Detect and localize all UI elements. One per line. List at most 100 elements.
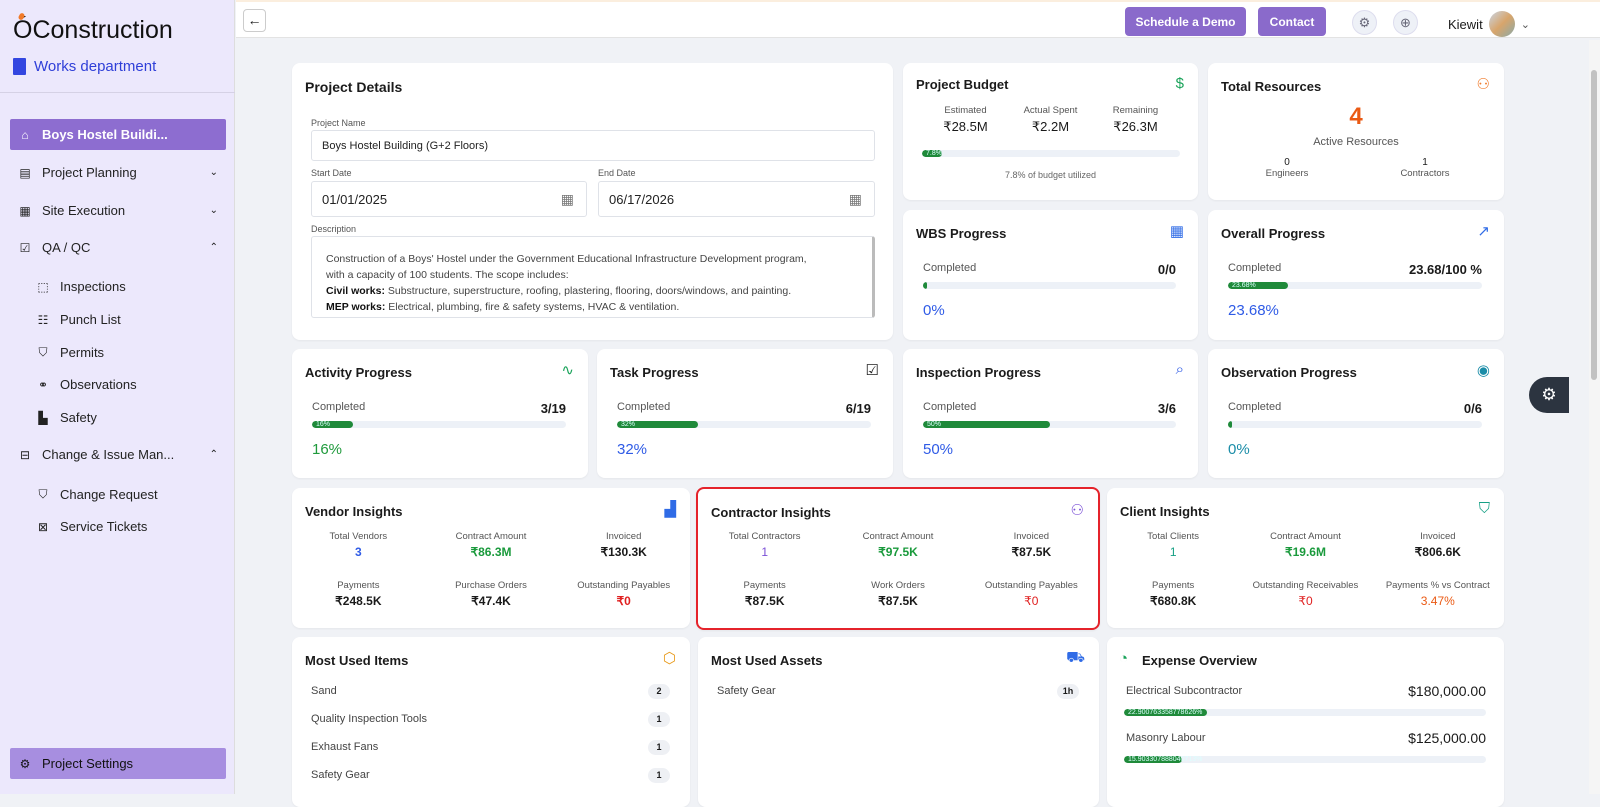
label: Payments [743, 580, 786, 591]
expense-name: Electrical Subcontractor [1126, 685, 1243, 697]
count-badge: 1h [1057, 684, 1079, 699]
completed-label: Completed [923, 262, 977, 274]
label: Remaining [1112, 105, 1159, 116]
bar-fill: 22.900763358778626% [1124, 709, 1207, 716]
value: ₹130.3K [600, 545, 647, 559]
completed-ratio: 0/6 [1463, 401, 1482, 416]
value: 1 [1422, 157, 1428, 168]
end-date-input[interactable]: 06/17/2026 ▦ [598, 181, 875, 217]
budget-note: 7.8% of budget utilized [1004, 170, 1097, 180]
value: 3.47% [1420, 594, 1455, 608]
binoculars-icon: ⚭ [37, 377, 49, 392]
bar-fill: 16% [312, 421, 353, 428]
card-title: Activity Progress [305, 365, 412, 380]
label: Outstanding Receivables [1252, 580, 1359, 591]
label: Work Orders [871, 580, 925, 591]
label: Site Execution [42, 203, 126, 218]
bar-fill [923, 282, 927, 289]
sidebar-item-change-request[interactable]: ⛉ Change Request [10, 479, 226, 510]
eye-icon: ◉ [1476, 362, 1490, 379]
pie-chart-icon: ◔ [1119, 650, 1129, 667]
sidebar-item-service-tickets[interactable]: ⊠ Service Tickets [10, 511, 226, 542]
calendar-icon[interactable]: ▦ [560, 191, 574, 207]
settings-fab-button[interactable]: ⚙ [1529, 377, 1569, 413]
sidebar-item-site-execution[interactable]: ▦ Site Execution ⌄ [10, 195, 226, 226]
completed-ratio: 0/0 [1157, 262, 1176, 277]
sidebar-item-change-issue[interactable]: ⊟ Change & Issue Man... ⌃ [10, 439, 226, 470]
label: Permits [60, 345, 105, 360]
sidebar-item-permits[interactable]: ⛉ Permits [10, 337, 226, 368]
sidebar-item-project-planning[interactable]: ▤ Project Planning ⌄ [10, 157, 226, 188]
inspection-progress-card: Inspection Progress ⌕ Completed 3/6 50% … [903, 349, 1198, 478]
completed-label: Completed [923, 401, 977, 413]
globe-icon[interactable]: ⊕ [1393, 10, 1418, 35]
sidebar-item-observations[interactable]: ⚭ Observations [10, 369, 226, 400]
label: Project Name [311, 118, 366, 128]
divider [0, 92, 235, 93]
value: ₹87.5K [1011, 545, 1052, 559]
value: 3 [354, 545, 362, 559]
sidebar-item-inspections[interactable]: ⬚ Inspections [10, 271, 226, 302]
label: Description [311, 224, 357, 234]
schedule-demo-button[interactable]: Schedule a Demo [1125, 7, 1246, 36]
task-progress-card: Task Progress ☑ Completed 6/19 32% 32% [597, 349, 893, 478]
shield-check-icon: ⛉ [38, 487, 48, 501]
label: Invoiced [1013, 531, 1050, 542]
expense-name: Masonry Labour [1126, 732, 1206, 744]
bar-fill [1228, 421, 1232, 428]
building-icon [13, 58, 26, 75]
progress-bar: 16% [312, 421, 566, 428]
building-icon: ▦ [19, 203, 31, 218]
card-title: Most Used Assets [711, 653, 823, 668]
truck-icon: ⛟ [1066, 649, 1085, 666]
value: 0 [1284, 157, 1290, 168]
value: ₹28.5M [943, 119, 988, 134]
stats-row: Payments ₹680.8K Outstanding Receivables ₹0… [1107, 580, 1504, 608]
value: ₹87.5K [878, 594, 918, 608]
completed-label: Completed [1228, 401, 1282, 413]
bar-fill: 23.68% [1228, 282, 1289, 289]
scrollbar-thumb[interactable] [1591, 70, 1597, 380]
card-title: Project Budget [916, 77, 1009, 92]
project-settings-button[interactable]: ⚙ Project Settings [10, 748, 226, 779]
completed-label: Completed [617, 401, 671, 413]
scrollbar[interactable] [1589, 40, 1600, 794]
topbar: ← Schedule a Demo Contact ⚙ ⊕ Kiewit ⌄ [236, 0, 1600, 38]
label: Service Tickets [60, 519, 148, 534]
label: Contract Amount [1270, 531, 1341, 542]
project-name-input[interactable]: Boys Hostel Building (G+2 Floors) [311, 130, 875, 161]
checkbox-icon: ☑ [865, 362, 879, 379]
desc-line: Substructure, superstructure, roofing, p… [384, 285, 792, 297]
percent-text: 0% [1228, 441, 1250, 458]
list-item: Safety Gear [311, 769, 370, 781]
sidebar-item-safety[interactable]: ▙ Safety [10, 402, 226, 433]
progress-bar [923, 282, 1176, 289]
label: Project Settings [42, 756, 134, 771]
user-menu[interactable]: Kiewit ⌄ [1448, 11, 1530, 37]
back-button[interactable]: ← [243, 9, 266, 32]
chevron-up-icon: ⌃ [209, 242, 218, 253]
count-badge: 1 [648, 740, 670, 755]
bar-fill: 15.903307888040713% [1124, 756, 1202, 763]
description-textarea[interactable]: Construction of a Boys' Hostel under the… [311, 236, 875, 318]
contact-button[interactable]: Contact [1258, 7, 1326, 36]
label: Change & Issue Man... [42, 447, 175, 462]
label: End Date [598, 168, 636, 178]
value: ₹97.5K [878, 545, 918, 559]
calendar-icon[interactable]: ▦ [848, 191, 862, 207]
sidebar-item-punch-list[interactable]: ☷ Punch List [10, 304, 226, 335]
sidebar-item-project[interactable]: ⌂ Boys Hostel Buildi... [10, 119, 226, 150]
label: Punch List [60, 312, 121, 327]
expense-amount: $180,000.00 [1408, 683, 1486, 699]
gear-icon[interactable]: ⚙ [1352, 10, 1377, 35]
department-selector[interactable]: Works department [13, 58, 156, 75]
progress-bar: 23.68% [1228, 282, 1482, 289]
checklist-icon: ☑ [19, 240, 31, 255]
bar-fill: 50% [923, 421, 1050, 428]
list-icon: ☷ [37, 312, 49, 327]
sidebar-item-qa-qc[interactable]: ☑ QA / QC ⌃ [10, 232, 226, 263]
search-icon: ⌕ [1175, 361, 1184, 378]
start-date-input[interactable]: 01/01/2025 ▦ [311, 181, 587, 217]
value: 1 [761, 545, 768, 559]
card-title: Total Resources [1221, 79, 1322, 94]
